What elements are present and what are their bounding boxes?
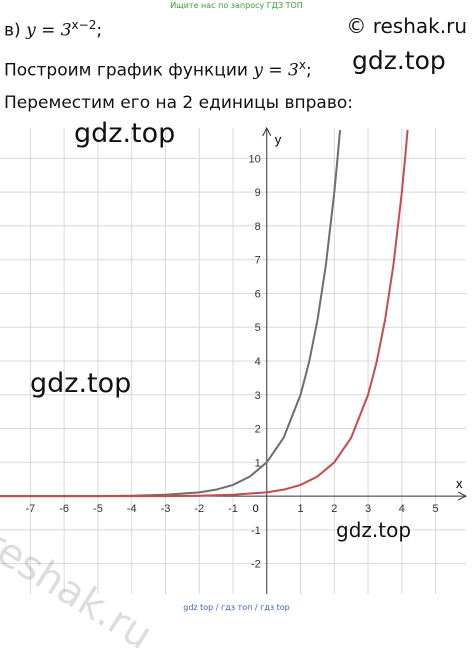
watermark: gdz.top [30,368,132,399]
y-tick-label: 1 [255,457,261,469]
x-tick-label: 1 [297,503,303,515]
y-tick-label: 9 [255,187,261,199]
math: y = 3 [26,20,72,41]
y-tick-label: 2 [255,424,261,436]
x-tick-label: -1 [228,503,238,515]
x-tick-label: 2 [331,503,337,515]
x-tick-label: -7 [26,503,36,515]
watermark: gdz.top [352,46,446,75]
graph: -7 -6 -5 -4 -3 -2 -1 1 2 3 4 5 -2 -1 1 2 3 4 5 6 7 8 9 10 x y 0 [0,126,468,594]
x-axis-label: x [456,476,463,491]
copyright: © reshak.ru [346,14,467,38]
y-tick-label: 8 [255,221,261,233]
x-tick-label: -4 [127,503,137,515]
origin-label: 0 [253,503,259,515]
curve [0,129,342,498]
math-exponent: x [298,58,306,72]
y-tick-label: -2 [251,559,261,571]
x-axis-arrow [457,491,468,501]
y-tick-label: 5 [255,322,261,334]
x-tick-label: -5 [93,503,103,515]
line2: Построим график функции y = 3x; [4,58,312,81]
curve [0,129,409,498]
top-note: Ищите нас по запросу ГДЗ ТОП [170,1,303,10]
line1: в) y = 3x−2; [4,18,102,41]
text: Построим график функции [4,60,248,81]
text: в) [4,20,21,41]
y-tick-label: 7 [255,255,261,267]
x-tick-label: -6 [59,503,69,515]
y-tick-label: 6 [255,288,261,300]
x-tick-label: 5 [433,503,439,515]
y-tick-label: 10 [249,153,261,165]
watermark: gdz.top [74,118,176,149]
y-tick-label: 3 [255,390,261,402]
watermark: gdz.top [336,518,412,542]
x-tick-label: -3 [161,503,171,515]
text: ; [305,60,312,81]
y-axis-label: y [275,132,282,147]
y-tick-label: -1 [251,525,261,537]
math: y = 3 [253,60,299,81]
x-tick-label: 4 [399,503,405,515]
y-axis-arrow [262,126,272,137]
bottom-note: gdz top / гдз топ / гдз top [183,603,290,612]
x-tick-label: 3 [365,503,371,515]
text: ; [96,20,103,41]
line3: Переместим его на 2 единицы вправо: [4,93,353,113]
math-exponent: x−2 [71,18,97,32]
y-tick-label: 4 [255,356,261,368]
x-tick-label: -2 [194,503,204,515]
